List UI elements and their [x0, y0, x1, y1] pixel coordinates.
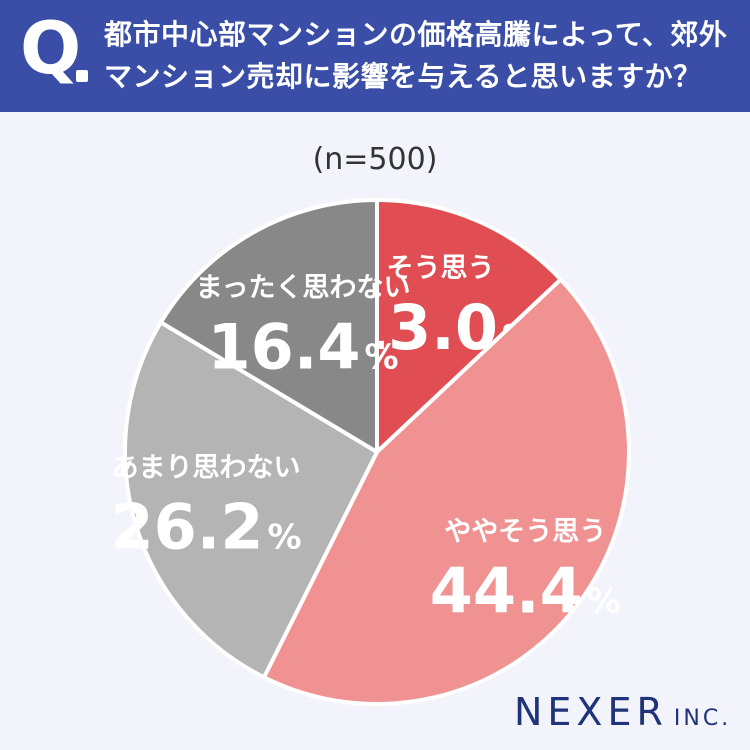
pie-slice-1	[262, 277, 631, 706]
slice-label-1: ややそう思う	[444, 517, 606, 548]
pie-slice-2	[123, 320, 379, 680]
question-line-2: マンション売却に影響を与えると思いますか？	[104, 60, 702, 93]
slice-label-3: まったく思わない	[196, 272, 411, 303]
brand-logo: NEXER INC.	[514, 690, 731, 734]
brand-name: NEXER	[514, 690, 668, 734]
question-text: 都市中心部マンションの価格高騰によって、郊外 マンション売却に影響を与えると思い…	[104, 14, 744, 98]
pie-slice-3	[158, 198, 379, 454]
slice-label-2: あまり思わない	[112, 453, 301, 484]
q-mark: Q	[20, 6, 82, 90]
q-dot	[76, 70, 88, 82]
question-line-1: 都市中心部マンションの価格高騰によって、郊外	[104, 18, 728, 51]
brand-suffix: INC.	[673, 706, 732, 731]
question-header: Q 都市中心部マンションの価格高騰によって、郊外 マンション売却に影響を与えると…	[0, 0, 750, 112]
sample-size: (n=500)	[312, 142, 438, 177]
slice-value-3: 16.4%	[208, 310, 399, 383]
pie-slice-0	[375, 198, 563, 454]
slice-label-0: そう思う	[387, 253, 495, 284]
